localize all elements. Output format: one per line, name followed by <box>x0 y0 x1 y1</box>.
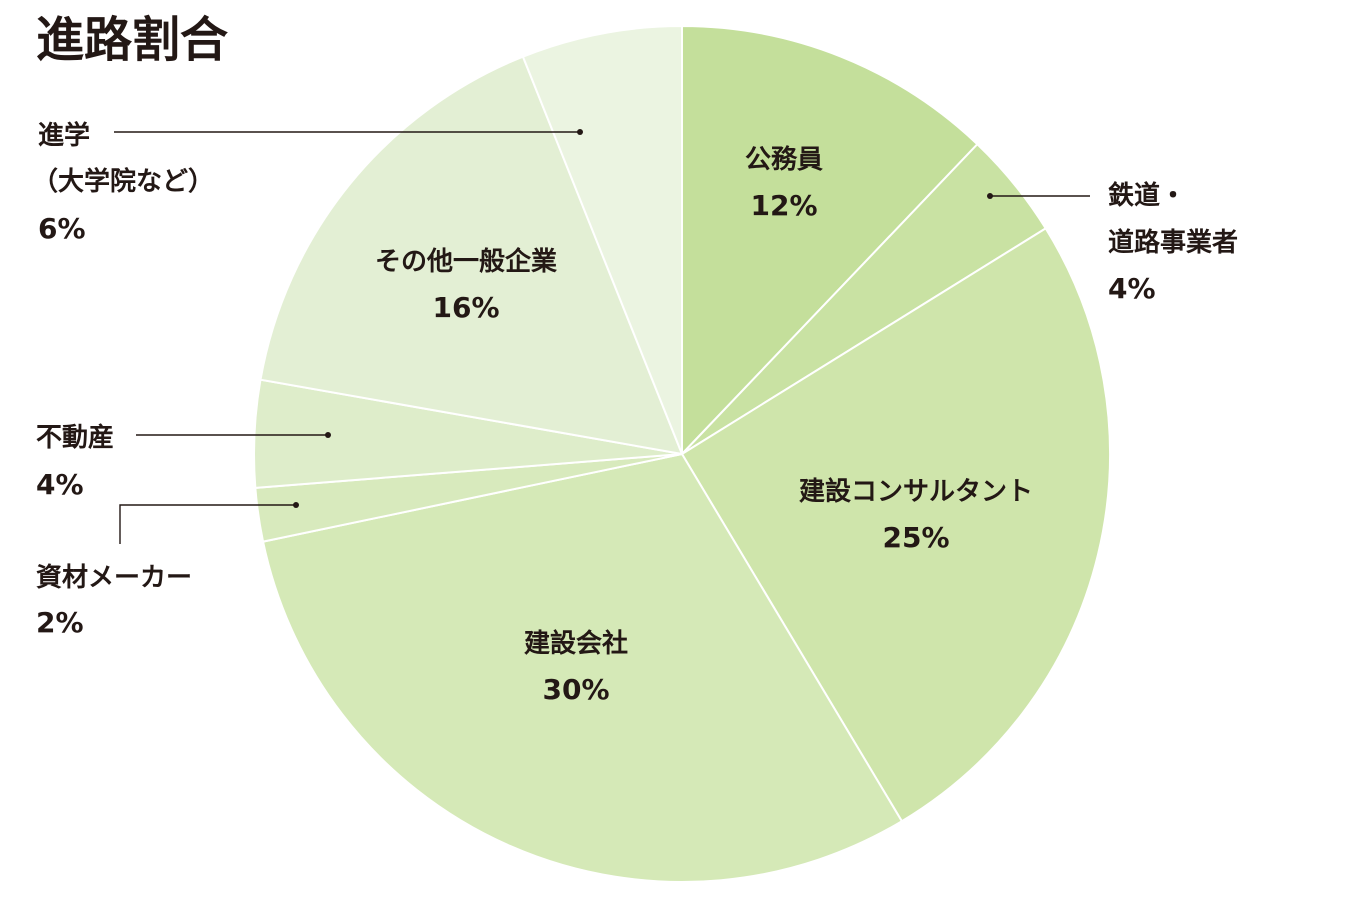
leader-dot <box>987 193 993 199</box>
slice-value-label: 4% <box>1108 272 1156 305</box>
pie-slices <box>253 24 1111 883</box>
chart-title: 進路割合 <box>36 12 228 68</box>
slice-name-label: その他一般企業 <box>375 246 557 277</box>
slice-value-label: 30% <box>542 673 609 706</box>
pie-labels: 公務員 12% 建設コンサルタント 25% 建設会社 30% その他一般企業 16% <box>375 145 1033 706</box>
slice-name-label: （大学院など） <box>32 166 214 197</box>
pie-slice <box>261 452 904 883</box>
slice-name-label: 鉄道・ <box>1108 180 1186 211</box>
slice-value-label: 16% <box>432 291 499 324</box>
pie-slice <box>521 24 683 455</box>
slice-value-label: 4% <box>36 468 84 501</box>
slice-name-label: 進学 <box>38 120 90 151</box>
pie-callouts: 鉄道・道路事業者 4% 進学 （大学院など） 6% 不動産 4% 資材メーカー 2% <box>32 120 1238 639</box>
slice-value-label: 12% <box>750 189 817 222</box>
slice-name-label: 資材メーカー <box>36 563 192 593</box>
leader-dot <box>293 502 299 508</box>
slice-value-label: 25% <box>882 521 949 554</box>
pie-slice <box>680 226 1111 823</box>
slice-name-label: 公務員 <box>745 145 823 175</box>
leader-line <box>119 504 296 544</box>
slice-name-label: 建設コンサルタント <box>799 476 1033 507</box>
slice-name-label: 道路事業者 <box>1108 227 1238 258</box>
pie-slice <box>259 55 684 456</box>
slice-value-label: 2% <box>36 606 84 639</box>
slice-value-label: 6% <box>38 212 86 245</box>
pie-slice <box>681 24 979 457</box>
leader-dot <box>577 129 583 135</box>
slice-name-label: 不動産 <box>36 422 114 453</box>
leader-dot <box>325 432 331 438</box>
slice-name-label: 建設会社 <box>524 628 628 659</box>
